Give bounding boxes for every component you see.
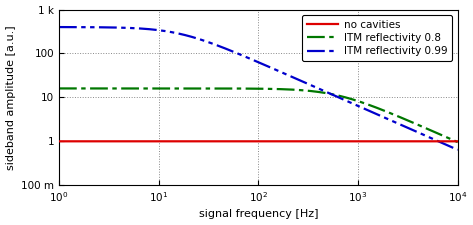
ITM reflectivity 0.99 xyxy=(404,126,410,129)
no cavities xyxy=(56,140,62,143)
no cavities xyxy=(447,140,453,143)
ITM reflectivity 0.8 xyxy=(226,87,232,90)
ITM reflectivity 0.8 xyxy=(447,137,453,140)
ITM reflectivity 0.99 xyxy=(102,26,107,29)
ITM reflectivity 0.99 xyxy=(226,49,232,51)
no cavities xyxy=(226,140,232,143)
no cavities xyxy=(455,140,461,143)
ITM reflectivity 0.99 xyxy=(455,148,461,151)
ITM reflectivity 0.99 xyxy=(125,27,131,29)
ITM reflectivity 0.99 xyxy=(56,26,62,28)
Legend: no cavities, ITM reflectivity 0.8, ITM reflectivity 0.99: no cavities, ITM reflectivity 0.8, ITM r… xyxy=(302,15,453,61)
ITM reflectivity 0.8 xyxy=(404,119,410,122)
no cavities xyxy=(404,140,410,143)
ITM reflectivity 0.99 xyxy=(209,42,215,45)
ITM reflectivity 0.8 xyxy=(102,87,107,90)
ITM reflectivity 0.8 xyxy=(125,87,131,90)
Line: ITM reflectivity 0.8: ITM reflectivity 0.8 xyxy=(59,88,458,142)
no cavities xyxy=(102,140,107,143)
ITM reflectivity 0.8 xyxy=(56,87,62,90)
Line: ITM reflectivity 0.99: ITM reflectivity 0.99 xyxy=(59,27,458,150)
Y-axis label: sideband amplitude [a.u.]: sideband amplitude [a.u.] xyxy=(6,25,16,170)
ITM reflectivity 0.99 xyxy=(447,145,453,148)
ITM reflectivity 0.8 xyxy=(455,141,461,144)
X-axis label: signal frequency [Hz]: signal frequency [Hz] xyxy=(199,209,318,219)
no cavities xyxy=(125,140,131,143)
no cavities xyxy=(209,140,215,143)
ITM reflectivity 0.8 xyxy=(209,87,215,90)
